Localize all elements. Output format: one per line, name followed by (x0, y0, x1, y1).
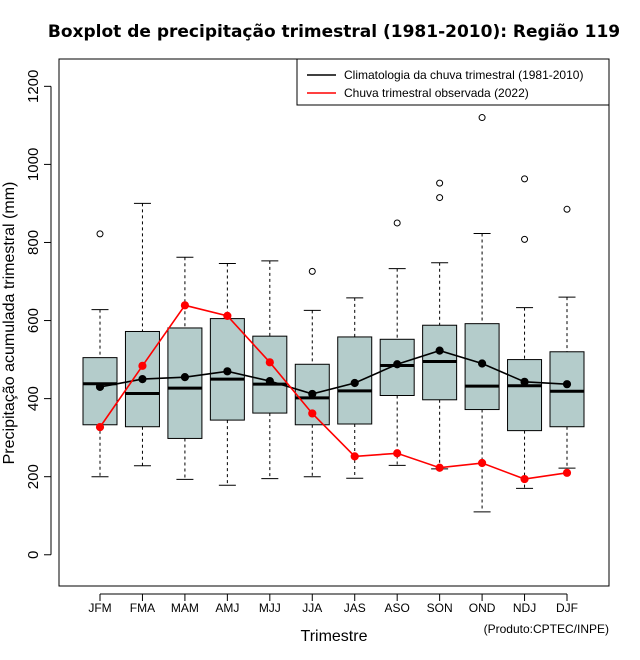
legend-climatology-label: Climatologia da chuva trimestral (1981-2… (344, 68, 583, 82)
box-mam (167, 327, 203, 439)
box-jfm (82, 357, 118, 426)
y-tick-label: 0 (25, 551, 42, 559)
outlier-point (563, 205, 571, 213)
climatology-line (99, 349, 568, 395)
x-tick-label: AMJ (215, 601, 239, 615)
x-tick-label: OND (469, 601, 496, 615)
climatology-point (393, 360, 402, 369)
y-tick-label: 1000 (25, 148, 42, 181)
legend-observed-label: Chuva trimestral observada (2022) (344, 86, 529, 100)
x-tick-label: SON (427, 601, 453, 615)
plot-area: 0 200 400 600 800 1000 1200 JFM FMA MAM AMJ MJJ JJA J… (25, 58, 610, 615)
climatology-point (477, 359, 487, 368)
climatology-point (562, 380, 572, 389)
legend: Climatologia da chuva trimestral (1981-2… (296, 58, 610, 106)
observed-point (138, 361, 147, 370)
x-tick-label: MAM (171, 601, 199, 615)
outlier-point (478, 114, 486, 122)
x-tick-label: FMA (130, 601, 155, 615)
climatology-point (435, 346, 444, 355)
climatology-point (223, 367, 232, 376)
outlier-point (393, 219, 401, 227)
outlier-point (521, 235, 529, 243)
y-tick-label: 800 (25, 230, 42, 255)
observed-point (223, 311, 232, 320)
climatology-point (180, 373, 190, 382)
outlier-point (308, 267, 316, 275)
plot-frame (58, 58, 610, 587)
x-tick-label: ASO (385, 601, 410, 615)
outlier-point (521, 175, 529, 183)
y-axis-label: Precipitação acumulada trimestral (mm) (1, 182, 18, 465)
observed-point (520, 474, 529, 484)
y-tick-label: 400 (25, 386, 42, 411)
observed-point (265, 358, 274, 367)
observed-point (435, 463, 444, 472)
y-tick-label: 600 (25, 308, 42, 333)
climatology-point (520, 377, 529, 386)
observed-point (95, 423, 105, 432)
observed-point (308, 409, 317, 418)
observed-point (180, 301, 190, 310)
x-tick-label: JJA (302, 601, 322, 615)
climatology-point (350, 378, 359, 388)
observed-point (393, 449, 402, 458)
observed-point (562, 468, 572, 477)
legend-box (296, 58, 610, 106)
outlier-point (436, 179, 444, 187)
x-tick-label: JAS (344, 601, 366, 615)
climatology-point (95, 382, 105, 392)
x-tick-label: NDJ (513, 601, 536, 615)
x-tick-label: MJJ (259, 601, 281, 615)
observed-line (99, 304, 568, 480)
credit-label: (Produto:CPTEC/INPE) (484, 622, 609, 636)
chart-title: Boxplot de precipitação trimestral (1981… (48, 22, 620, 42)
climatology-point (265, 376, 274, 386)
box-djf (549, 351, 585, 428)
x-tick-label: DJF (556, 601, 578, 615)
x-tick-label: JFM (88, 601, 111, 615)
y-tick-label: 200 (25, 464, 42, 489)
climatology-point (308, 389, 317, 399)
observed-point (350, 452, 359, 461)
climatology-point (138, 375, 147, 384)
outlier-point (436, 194, 444, 202)
outlier-point (96, 230, 104, 238)
box-mjj (252, 335, 288, 414)
box-ndj (507, 359, 543, 432)
x-axis-label: Trimestre (301, 628, 368, 645)
y-tick-label: 1200 (25, 70, 42, 103)
observed-point (477, 458, 487, 468)
